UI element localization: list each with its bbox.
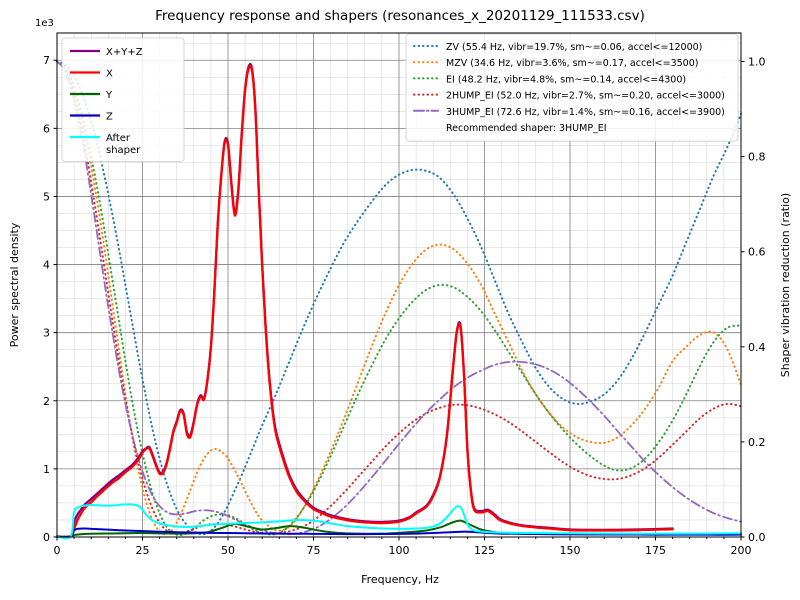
legend-label-x: X [106,69,113,80]
x-tick-label: 125 [474,544,495,557]
legend-label-y: Y [105,90,113,101]
legend-label-x-y-z: X+Y+Z [106,47,143,58]
x-axis-label: Frequency, Hz [361,573,439,586]
y-left-tick-label: 1 [43,463,50,476]
x-tick-label: 150 [560,544,581,557]
y-right-tick-label: 0.2 [748,436,766,449]
shaper-curve-2hump_ei [56,60,742,535]
legend-label-z: Z [106,112,113,123]
legend-label-after-shaper: After [106,133,131,144]
shaper-legend-label-3hump_ei: 3HUMP_EI (72.6 Hz, vibr=1.4%, sm~=0.16, … [446,107,725,118]
x-tick-label: 0 [54,544,61,557]
y-left-offset-text: 1e3 [35,18,54,29]
shaper-legend-label-2hump_ei: 2HUMP_EI (52.0 Hz, vibr=2.7%, sm~=0.20, … [446,91,725,102]
y-right-tick-label: 0.0 [748,531,766,544]
recommended-shaper-label: Recommended shaper: 3HUMP_EI [446,123,607,134]
shaper-legend-label-mzv: MZV (34.6 Hz, vibr=3.6%, sm~=0.17, accel… [446,58,698,69]
y-left-tick-label: 7 [43,54,50,67]
y-left-tick-label: 4 [43,259,50,272]
shaper-curve-zv [56,60,742,536]
x-tick-label: 100 [389,544,410,557]
y-left-tick-label: 2 [43,395,50,408]
y-left-tick-label: 6 [43,122,50,135]
y-right-axis-label: Shaper vibration reduction (ratio) [779,193,792,377]
x-tick-label: 75 [307,544,321,557]
x-tick-label: 50 [221,544,235,557]
psd-curves [55,62,742,540]
shaper-legend-label-ei: EI (48.2 Hz, vibr=4.8%, sm~=0.14, accel<… [446,74,686,85]
shaper-legend-label-zv: ZV (55.4 Hz, vibr=19.7%, sm~=0.06, accel… [446,42,702,53]
y-right-tick-label: 0.4 [748,341,766,354]
chart-title: Frequency response and shapers (resonanc… [155,8,645,24]
y-right-tick-label: 0.8 [748,151,766,164]
y-left-axis-label: Power spectral density [8,222,21,347]
y-right-tick-label: 1.0 [748,56,766,69]
y-left-tick-label: 3 [43,327,50,340]
shaper-legend[interactable]: ZV (55.4 Hz, vibr=19.7%, sm~=0.06, accel… [405,33,739,142]
y-right-tick-label: 0.6 [748,246,766,259]
psd-curve-x [55,64,674,538]
x-tick-label: 175 [645,544,666,557]
psd-curve-after-shaper [56,503,742,540]
legend-label-after-shaper: shaper [106,145,141,156]
y-left-tick-label: 5 [43,190,50,203]
x-tick-label: 25 [136,544,150,557]
x-tick-label: 200 [731,544,752,557]
axes-frame: 0 25 50 75 100 125 150 175 200 0 1 2 3 4 5 6 7 0.0 0.2 0.4 0… [35,18,766,557]
y-left-tick-label: 0 [43,531,50,544]
